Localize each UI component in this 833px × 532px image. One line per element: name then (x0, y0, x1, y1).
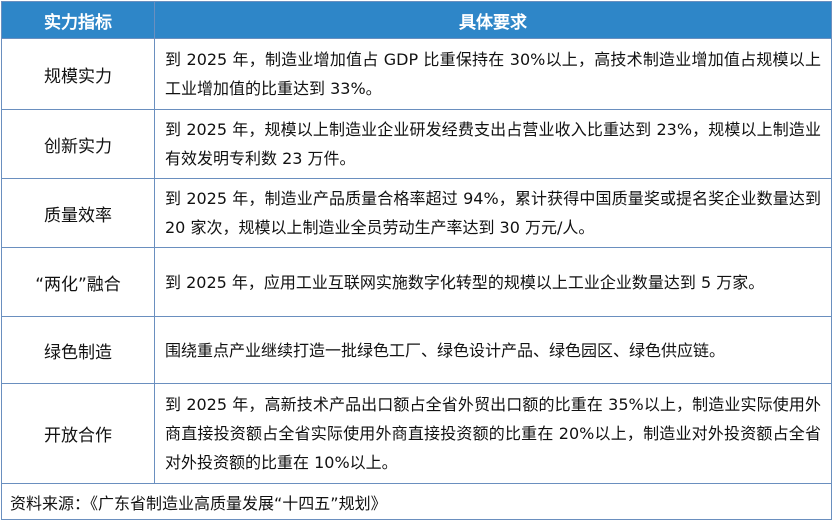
indicator-cell: 开放合作 (1, 383, 155, 484)
table-row: 开放合作 到 2025 年，高新技术产品出口额占全省外贸出口额的比重在 35%以… (1, 383, 832, 484)
table-row: “两化”融合 到 2025 年，应用工业互联网实施数字化转型的规模以上工业企业数… (1, 247, 832, 317)
table-row: 创新实力 到 2025 年，规模以上制造业企业研发经费支出占营业收入比重达到 2… (1, 109, 832, 179)
source-note: 资料来源：《广东省制造业高质量发展“十四五”规划》 (1, 483, 832, 520)
indicator-cell: 绿色制造 (1, 316, 155, 384)
indicator-cell: 规模实力 (1, 38, 155, 110)
requirements-table: 实力指标 具体要求 规模实力 到 2025 年，制造业增加值占 GDP 比重保持… (1, 1, 832, 520)
requirement-cell: 到 2025 年，应用工业互联网实施数字化转型的规模以上工业企业数量达到 5 万… (154, 247, 832, 317)
requirement-cell: 到 2025 年，高新技术产品出口额占全省外贸出口额的比重在 35%以上，制造业… (154, 383, 832, 484)
header-indicator: 实力指标 (1, 1, 155, 39)
header-requirement: 具体要求 (154, 1, 832, 39)
requirement-cell: 到 2025 年，制造业增加值占 GDP 比重保持在 30%以上，高技术制造业增… (154, 38, 832, 110)
table-row: 质量效率 到 2025 年，制造业产品质量合格率超过 94%，累计获得中国质量奖… (1, 178, 832, 248)
requirement-cell: 围绕重点产业继续打造一批绿色工厂、绿色设计产品、绿色园区、绿色供应链。 (154, 316, 832, 384)
indicator-cell: “两化”融合 (1, 247, 155, 317)
table-header-row: 实力指标 具体要求 (1, 1, 832, 39)
requirement-cell: 到 2025 年，规模以上制造业企业研发经费支出占营业收入比重达到 23%，规模… (154, 109, 832, 179)
source-row: 资料来源：《广东省制造业高质量发展“十四五”规划》 (1, 483, 832, 520)
table-row: 规模实力 到 2025 年，制造业增加值占 GDP 比重保持在 30%以上，高技… (1, 38, 832, 110)
requirement-cell: 到 2025 年，制造业产品质量合格率超过 94%，累计获得中国质量奖或提名奖企… (154, 178, 832, 248)
indicator-cell: 质量效率 (1, 178, 155, 248)
table-row: 绿色制造 围绕重点产业继续打造一批绿色工厂、绿色设计产品、绿色园区、绿色供应链。 (1, 316, 832, 384)
indicator-cell: 创新实力 (1, 109, 155, 179)
